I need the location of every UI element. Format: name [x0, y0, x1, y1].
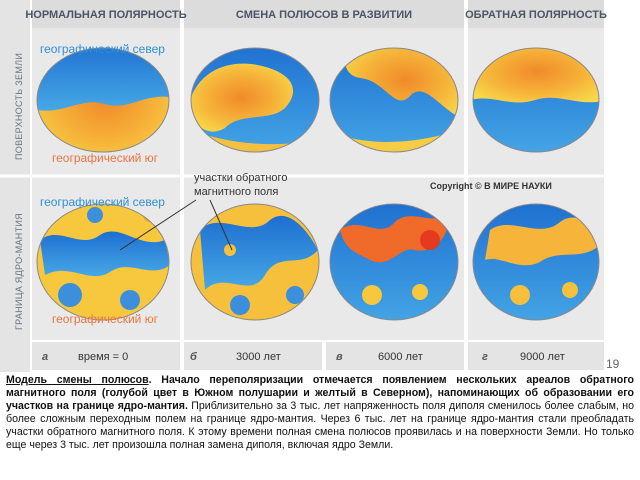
globe-outline: [472, 203, 600, 321]
panel: [32, 342, 180, 370]
annotation: магнитного поля: [194, 186, 278, 198]
globe: [37, 204, 169, 320]
north-label: географический север: [40, 195, 165, 209]
globe: [330, 204, 458, 320]
leader-line: [119, 199, 197, 251]
header: НОРМАЛЬНАЯ ПОЛЯРНОСТЬ: [25, 9, 186, 21]
time-label: 6000 лет: [378, 351, 423, 363]
globe: [191, 48, 319, 152]
globe-outline: [472, 47, 600, 153]
north-label: географический север: [40, 42, 165, 56]
caption-title: Модель смены полюсов: [6, 374, 149, 386]
panel: [184, 342, 322, 370]
globe-outline: [36, 47, 170, 153]
globe: [473, 204, 599, 320]
time-label: время = 0: [78, 351, 128, 363]
panel-letter: г: [482, 351, 488, 363]
panel: [468, 342, 604, 370]
header-bg: [468, 0, 604, 28]
globe-outline: [329, 47, 459, 153]
globe-outline: [329, 203, 459, 321]
time-label: 3000 лет: [236, 351, 281, 363]
page-number: 19: [606, 357, 620, 371]
globe-outline: [190, 203, 320, 321]
header-bg: [184, 0, 464, 28]
row-label: ГРАНИЦА ЯДРО-МАНТИЯ: [14, 213, 24, 330]
header: ОБРАТНАЯ ПОЛЯРНОСТЬ: [465, 9, 607, 21]
panel-letter: б: [190, 351, 198, 363]
header: СМЕНА ПОЛЮСОВ В РАЗВИТИИ: [236, 9, 412, 21]
panel-letter: в: [336, 351, 343, 363]
globe: [191, 204, 319, 320]
copyright: Copyright © В МИРЕ НАУКИ: [430, 181, 552, 191]
header-bg: [32, 0, 180, 28]
south-label: географический юг: [52, 151, 159, 165]
globe-outline: [190, 47, 320, 153]
annotation: участки обратного: [194, 172, 287, 184]
row-label: ПОВЕРХНОСТЬ ЗЕМЛИ: [14, 53, 24, 160]
caption-text: Приблизительно за 3 тыс. лет напряженнос…: [6, 400, 634, 451]
panel-letter: а: [42, 351, 48, 363]
globe-outline: [36, 203, 170, 321]
time-label: 9000 лет: [520, 351, 565, 363]
caption: Модель смены полюсов. Начало переполяриз…: [6, 374, 634, 452]
leader-line: [209, 199, 233, 251]
panel: [0, 0, 30, 372]
south-label: географический юг: [52, 312, 159, 326]
panel: [326, 342, 464, 370]
figure: НОРМАЛЬНАЯ ПОЛЯРНОСТЬ СМЕНА ПОЛЮСОВ В РА…: [0, 0, 620, 372]
caption-bold: . Начало переполяризации отмечается появ…: [6, 374, 634, 412]
